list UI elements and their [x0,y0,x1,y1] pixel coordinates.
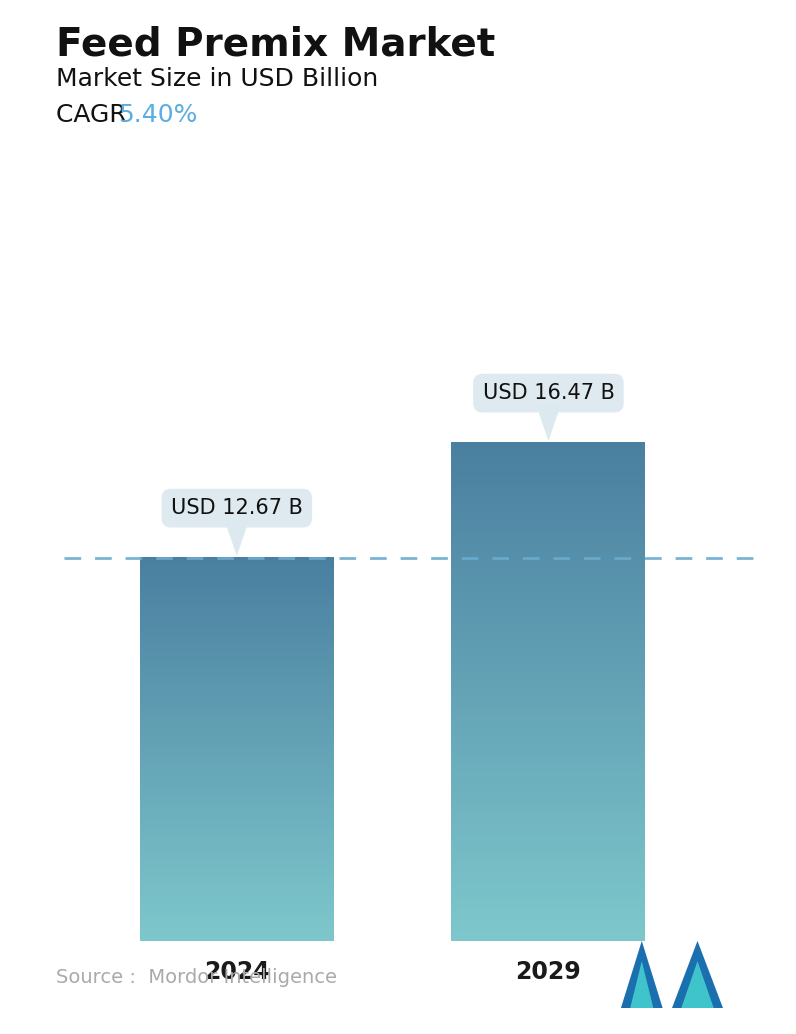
Text: USD 16.47 B: USD 16.47 B [482,384,615,403]
Polygon shape [672,941,723,1008]
Text: Market Size in USD Billion: Market Size in USD Billion [56,67,378,91]
Polygon shape [630,962,654,1008]
Text: Feed Premix Market: Feed Premix Market [56,26,495,64]
Text: CAGR: CAGR [56,103,142,127]
Polygon shape [224,520,249,556]
Polygon shape [681,962,714,1008]
Polygon shape [536,404,561,440]
Text: USD 12.67 B: USD 12.67 B [171,498,302,518]
Polygon shape [621,941,663,1008]
Text: Source :  Mordor Intelligence: Source : Mordor Intelligence [56,968,337,986]
Text: 5.40%: 5.40% [118,103,197,127]
